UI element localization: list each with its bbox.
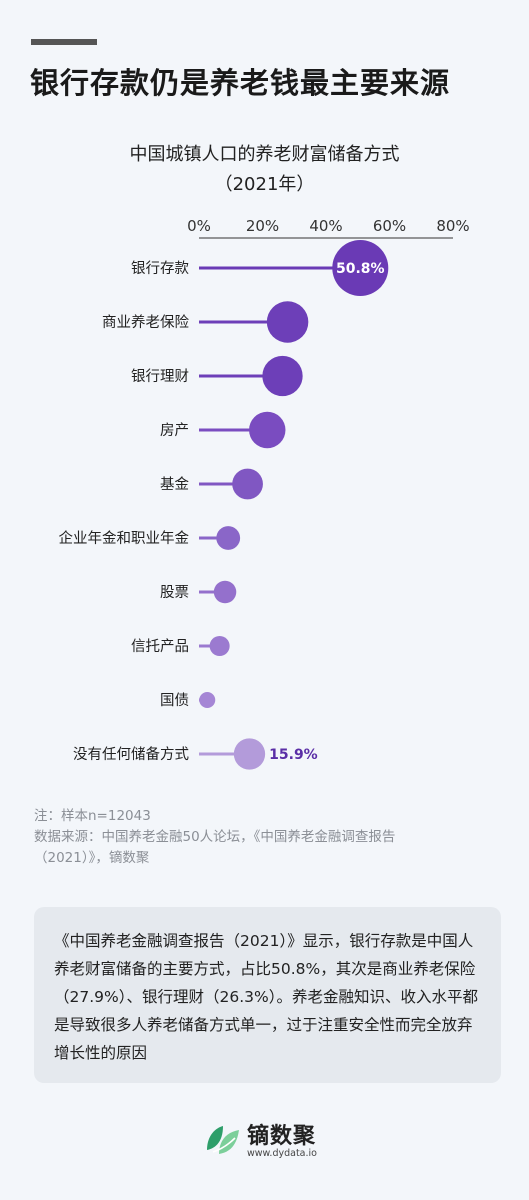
x-tick-label: 20% (246, 217, 279, 235)
value-label: 15.9% (269, 747, 318, 763)
lollipop-bubble (262, 355, 303, 397)
source-note-line-2: （2021）》，镝数聚 (34, 850, 150, 866)
x-tick-label: 40% (309, 217, 342, 235)
summary-text: 《中国养老金融调查报告（2021）》显示，银行存款是中国人养老财富储备的主要方式… (54, 932, 478, 1062)
lollipop-bubble (232, 468, 263, 500)
category-label: 信托产品 (131, 638, 189, 655)
brand-name: 镝数聚 (247, 1124, 317, 1149)
sample-note: 注：样本n=12043 (34, 808, 151, 824)
lollipop-bubble (209, 635, 230, 657)
value-label: 50.8% (336, 261, 385, 277)
lollipop-bubble (332, 240, 389, 296)
x-tick-label: 0% (187, 217, 211, 235)
lollipop-chart: 0% 20% 40% 60% 80% 银行存款 50.8% 商业养老保险银行理财房产基金企业年… (59, 217, 470, 770)
category-label: 企业年金和职业年金 (59, 529, 190, 547)
category-label: 房产 (160, 422, 189, 439)
lollipop-bubble (199, 692, 216, 708)
source-note-line-1: 数据来源：中国养老金融50人论坛，《中国养老金融调查报告 (34, 829, 396, 845)
chart-title: 中国城镇人口的养老财富储备方式 (129, 144, 400, 165)
source-notes: 注：样本n=12043 数据来源：中国养老金融50人论坛，《中国养老金融调查报告… (34, 806, 504, 869)
lollipop-bubble (233, 738, 266, 770)
summary-box: 《中国养老金融调查报告（2021）》显示，银行存款是中国人养老财富储备的主要方式… (34, 907, 501, 1083)
top-rule (31, 39, 97, 45)
lollipop-bubble (213, 580, 237, 604)
lollipop-bubble (249, 411, 286, 449)
leaf-icon (207, 1126, 239, 1154)
category-label: 股票 (160, 585, 189, 601)
category-label: 商业养老保险 (102, 314, 189, 331)
chart-subtitle: （2021年） (214, 174, 315, 195)
lollipop-bubble (266, 301, 309, 343)
category-label: 没有任何储备方式 (73, 746, 189, 763)
x-tick-label: 60% (373, 217, 406, 235)
category-label: 国债 (160, 692, 189, 709)
category-label: 基金 (160, 476, 189, 493)
page-headline: 银行存款仍是养老钱最主要来源 (30, 66, 451, 100)
brand-url: www.dydata.io (247, 1148, 317, 1159)
category-label: 银行存款 (131, 260, 189, 277)
category-label: 银行理财 (131, 368, 189, 385)
x-tick-label: 80% (436, 217, 469, 235)
lollipop-bubble (216, 526, 241, 550)
